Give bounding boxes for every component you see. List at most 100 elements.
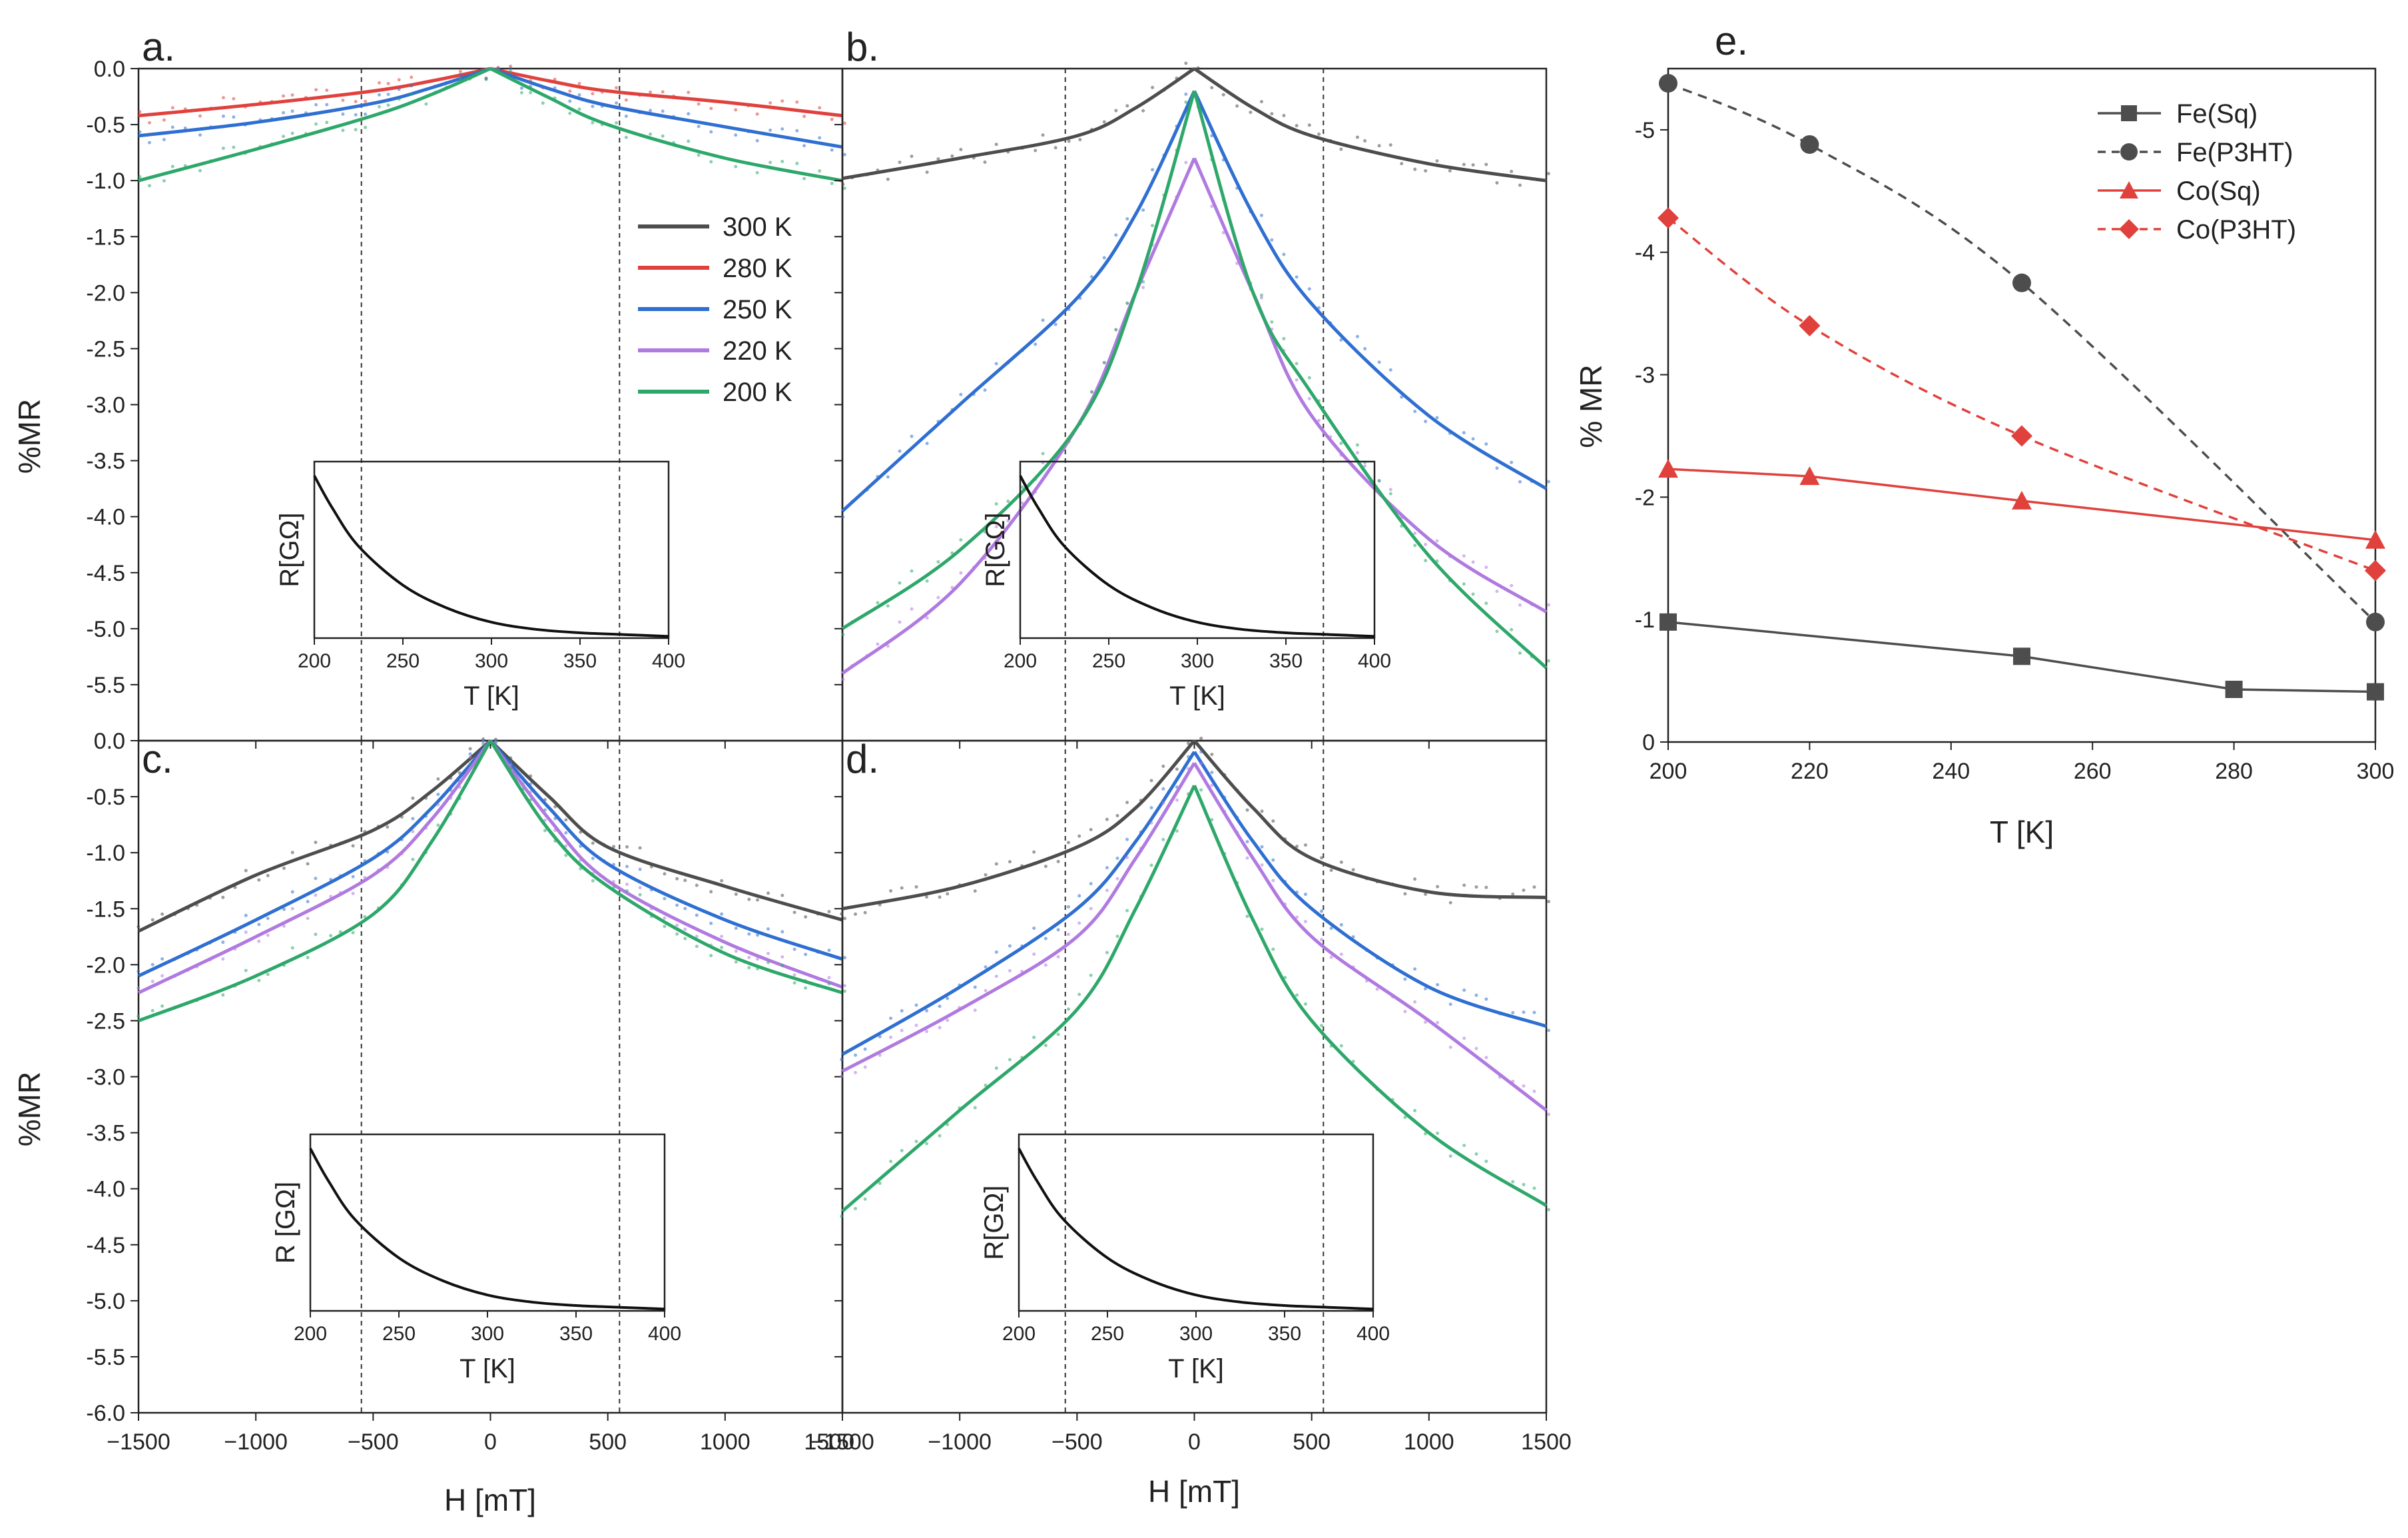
data-dot: [1077, 834, 1081, 838]
data-dot: [1546, 1028, 1550, 1032]
data-dot: [683, 937, 687, 941]
data-dot: [802, 177, 806, 181]
data-dot: [886, 177, 890, 181]
data-dot: [1388, 488, 1392, 492]
data-dot: [994, 525, 998, 529]
data-dot: [306, 917, 310, 921]
inset-x-tick-label: 350: [559, 1323, 593, 1345]
data-dot: [950, 154, 954, 158]
data-dot: [314, 122, 318, 126]
data-dot: [910, 434, 914, 438]
data-dot: [768, 161, 772, 165]
data-dot: [1184, 61, 1188, 65]
data-dot: [481, 742, 485, 746]
data-dot: [792, 981, 796, 985]
data-dot: [1424, 559, 1428, 563]
data-dot: [1546, 900, 1550, 904]
data-dot: [734, 892, 738, 896]
data-dot: [1351, 868, 1355, 872]
data-dot: [1403, 977, 1407, 981]
data-dot: [170, 106, 174, 110]
data-dot: [519, 91, 523, 95]
inset-x-tick-label: 200: [1002, 1323, 1036, 1345]
data-dot: [509, 65, 513, 69]
legend-label: 300 K: [723, 212, 792, 242]
y-axis-title-top: %MR: [12, 399, 47, 474]
inset-x-tick-label: 200: [294, 1323, 327, 1345]
data-dot: [625, 883, 629, 887]
data-dot: [1054, 322, 1057, 326]
data-dot: [1210, 204, 1214, 208]
data-dot: [910, 155, 914, 159]
data-dot: [138, 175, 142, 179]
data-dot: [1518, 183, 1522, 187]
series-line: [1667, 621, 2376, 693]
data-dot: [410, 84, 414, 88]
data-dot: [1089, 390, 1093, 394]
data-dot: [973, 985, 977, 989]
data-dot: [946, 1018, 950, 1022]
data-dot: [1363, 347, 1367, 351]
data-dot: [687, 139, 691, 143]
data-dot: [458, 73, 462, 77]
data-dot: [1089, 882, 1093, 886]
fit-line-right: [1193, 785, 1548, 1208]
y-tick-label: -2.0: [86, 280, 125, 306]
data-dot: [1199, 750, 1203, 754]
data-dot: [780, 159, 784, 163]
marker-square: [2225, 680, 2243, 698]
series-200k: [841, 90, 1550, 669]
data-dot: [1008, 968, 1012, 972]
data-dot: [1259, 293, 1263, 297]
data-dot: [910, 607, 914, 611]
data-dot: [1474, 1152, 1478, 1156]
data-dot: [624, 98, 628, 102]
data-dot: [720, 945, 724, 949]
data-dot: [1125, 837, 1129, 841]
data-dot: [1303, 1002, 1307, 1006]
series-250k: [137, 739, 846, 978]
data-dot: [1102, 360, 1106, 364]
data-dot: [137, 969, 141, 973]
data-dot: [257, 923, 261, 927]
data-dot: [1484, 885, 1488, 889]
data-dot: [1105, 866, 1109, 870]
data-dot: [1184, 161, 1188, 165]
data-dot: [1303, 919, 1307, 923]
data-dot: [768, 101, 772, 105]
data-dot: [1400, 395, 1404, 399]
data-dot: [1351, 935, 1355, 939]
data-dot: [1184, 100, 1188, 104]
x-axis-title-right: H [mT]: [1148, 1474, 1240, 1509]
data-dot: [386, 825, 390, 829]
legend-label: 200 K: [723, 378, 792, 407]
data-dot: [1008, 944, 1012, 948]
data-dot: [266, 917, 270, 921]
data-dot: [1510, 627, 1514, 631]
data-dot: [1114, 109, 1118, 113]
inset-x-title: T [K]: [1169, 681, 1225, 711]
data-dot: [386, 93, 390, 97]
data-dot: [364, 112, 368, 116]
fit-line-left: [841, 90, 1196, 513]
data-dot: [1151, 224, 1155, 228]
data-dot: [1270, 238, 1274, 242]
data-dot: [994, 502, 998, 506]
data-dot: [325, 103, 329, 107]
data-dot: [314, 893, 318, 897]
data-dot: [577, 107, 581, 111]
inset-curve: [309, 1148, 665, 1311]
data-dot: [876, 642, 880, 646]
data-dot: [1032, 1035, 1036, 1039]
marker-diamond: [1657, 207, 1679, 229]
x-tick-label: 1000: [700, 1429, 751, 1455]
data-dot: [266, 933, 270, 937]
data-dot: [1522, 888, 1526, 892]
data-dot: [257, 878, 261, 882]
data-dot: [436, 803, 440, 807]
data-dot: [1484, 163, 1488, 167]
marker-circle: [2120, 143, 2138, 161]
data-dot: [984, 965, 988, 969]
data-dot: [1462, 883, 1466, 887]
data-dot: [830, 117, 834, 121]
